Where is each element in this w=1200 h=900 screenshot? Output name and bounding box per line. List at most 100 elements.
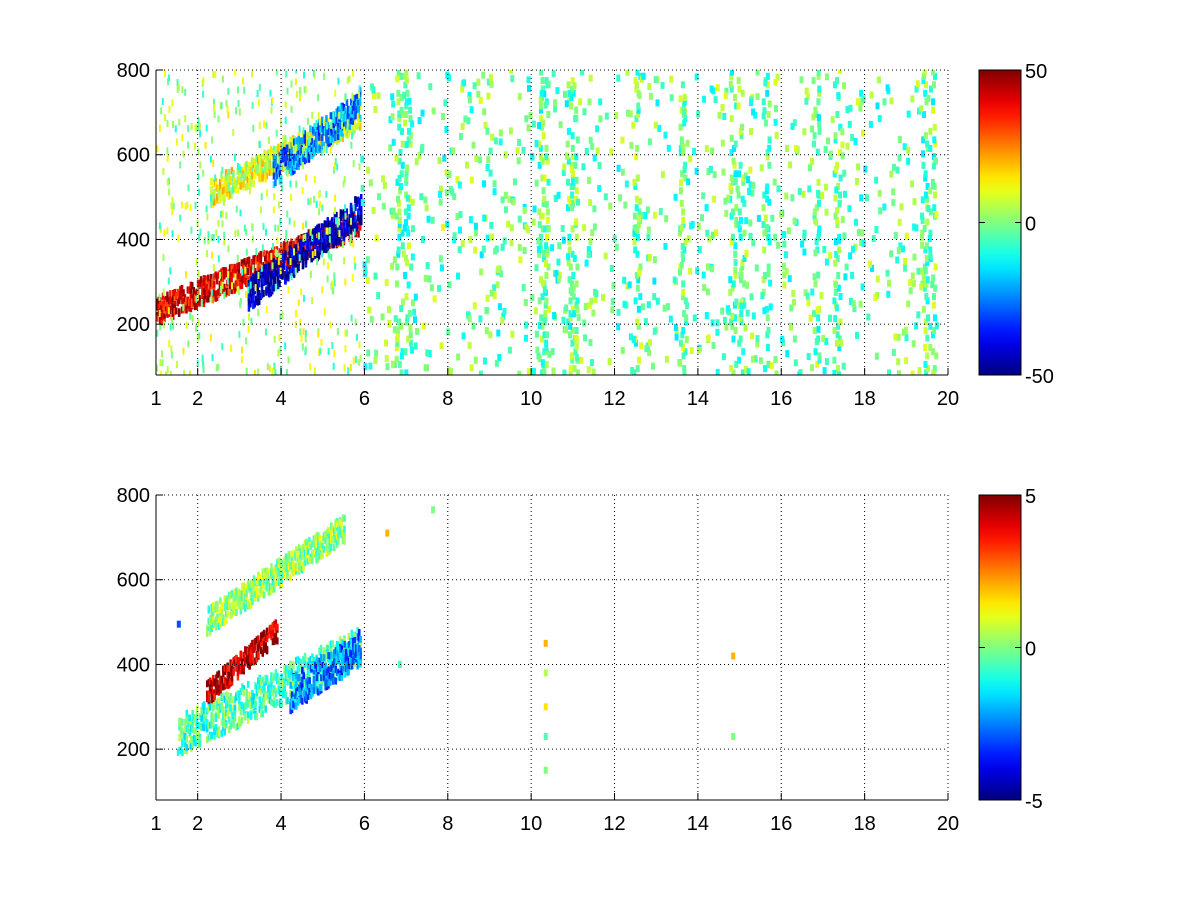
- heatmap-cell: [282, 244, 286, 252]
- heatmap-cell: [247, 304, 251, 312]
- heatmap-cell: [283, 140, 286, 148]
- heatmap-cell: [258, 682, 261, 690]
- heatmap-cell: [672, 276, 677, 284]
- heatmap-cell: [870, 264, 874, 272]
- heatmap-cell: [570, 77, 575, 85]
- heatmap-cell: [889, 97, 894, 105]
- heatmap-cell: [233, 705, 237, 713]
- heatmap-cell: [408, 132, 413, 140]
- heatmap-cell: [256, 254, 260, 262]
- heatmap-cell: [861, 129, 865, 137]
- heatmap-cell: [344, 204, 347, 212]
- heatmap-cell: [544, 348, 549, 356]
- heatmap-cell: [341, 228, 344, 236]
- heatmap-cell: [651, 362, 655, 370]
- heatmap-cell: [307, 242, 310, 250]
- heatmap-cell: [400, 111, 405, 118]
- heatmap-cell: [331, 640, 334, 648]
- heatmap-cell: [316, 245, 319, 253]
- heatmap-cell: [294, 260, 297, 268]
- heatmap-cell: [616, 323, 621, 331]
- heatmap-cell: [537, 161, 542, 169]
- heatmap-cell: [184, 725, 187, 733]
- heatmap-cell: [327, 221, 331, 229]
- heatmap-cell: [201, 282, 204, 290]
- heatmap-cell: [332, 287, 335, 295]
- heatmap-cell: [175, 138, 178, 146]
- heatmap-cell: [456, 272, 460, 280]
- heatmap-cell: [591, 368, 596, 375]
- heatmap-cell: [407, 310, 412, 318]
- heatmap-cell: [562, 369, 567, 375]
- heatmap-cell: [791, 289, 796, 297]
- heatmap-cell: [423, 364, 428, 372]
- heatmap-cell: [515, 147, 520, 155]
- heatmap-cell: [291, 265, 294, 273]
- heatmap-cell: [835, 161, 839, 169]
- heatmap-cell: [275, 146, 279, 153]
- heatmap-cell: [539, 115, 544, 123]
- heatmap-cell: [610, 306, 615, 314]
- heatmap-cell: [266, 165, 269, 173]
- heatmap-cell: [855, 178, 859, 185]
- heatmap-cell: [493, 247, 498, 255]
- heatmap-cell: [428, 83, 433, 91]
- heatmap-cell: [394, 212, 399, 220]
- heatmap-cell: [281, 680, 285, 688]
- heatmap-cell: [557, 272, 562, 279]
- heatmap-cell: [306, 687, 310, 695]
- heatmap-cell: [467, 315, 472, 323]
- heatmap-cell: [285, 369, 288, 375]
- heatmap-cell: [609, 265, 614, 272]
- heatmap-cell: [274, 248, 277, 256]
- heatmap-cell: [236, 657, 240, 665]
- heatmap-cell: [686, 235, 691, 243]
- heatmap-cell: [826, 137, 830, 145]
- heatmap-cell: [391, 207, 396, 215]
- heatmap-cell: [156, 329, 159, 337]
- heatmap-cell: [812, 212, 817, 220]
- heatmap-cell: [232, 170, 235, 178]
- heatmap-cell: [191, 710, 194, 718]
- heatmap-cell: [540, 322, 545, 330]
- heatmap-cell: [565, 152, 569, 160]
- heatmap-cell: [255, 270, 258, 278]
- heatmap-cell: [264, 678, 267, 686]
- heatmap-cell: [298, 238, 302, 246]
- heatmap-cell: [807, 185, 812, 193]
- heatmap-cell: [825, 73, 829, 81]
- heatmap-cell: [222, 723, 225, 731]
- heatmap-cell: [189, 370, 191, 375]
- heatmap-cell: [261, 638, 264, 646]
- heatmap-cell: [848, 104, 853, 112]
- heatmap-cell: [173, 307, 176, 315]
- heatmap-cell: [258, 260, 261, 268]
- heatmap-cell: [207, 274, 210, 282]
- heatmap-cell: [695, 267, 700, 275]
- heatmap-cell: [206, 213, 209, 221]
- heatmap-cell: [296, 237, 299, 245]
- heatmap-cell: [295, 180, 298, 188]
- heatmap-cell: [710, 231, 715, 239]
- heatmap-cell: [688, 155, 693, 163]
- heatmap-cell: [382, 182, 387, 190]
- heatmap-cell: [223, 194, 226, 202]
- heatmap-cell: [574, 114, 579, 122]
- heatmap-cell: [161, 313, 165, 320]
- heatmap-cell: [401, 250, 406, 258]
- heatmap-cell: [339, 223, 343, 231]
- heatmap-cell: [760, 292, 765, 300]
- heatmap-cell: [208, 721, 212, 729]
- heatmap-cell: [571, 89, 576, 97]
- heatmap-cell: [336, 233, 340, 241]
- heatmap-cell: [191, 717, 194, 725]
- heatmap-cell: [318, 348, 321, 356]
- heatmap-cell: [186, 201, 189, 209]
- heatmap-cell: [749, 128, 754, 135]
- heatmap-cell: [681, 280, 686, 288]
- heatmap-cell: [241, 702, 244, 709]
- heatmap-cell: [739, 276, 743, 284]
- heatmap-cell: [317, 128, 321, 136]
- heatmap-cell: [510, 75, 515, 83]
- heatmap-cell: [239, 282, 242, 290]
